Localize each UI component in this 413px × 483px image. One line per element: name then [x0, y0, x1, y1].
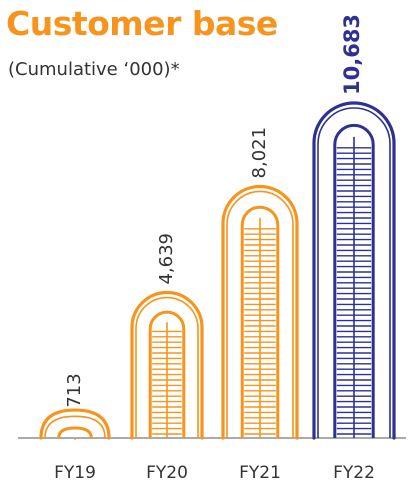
bar-outline-outer [39, 408, 111, 440]
category-label-fy22: FY22 [333, 463, 375, 483]
bar-outline-inner [226, 190, 294, 438]
value-label-fy21: 8,021 [249, 127, 270, 179]
value-label-fy20: 4,639 [156, 233, 177, 285]
bar-fy20 [130, 291, 204, 440]
bar-inner-column [57, 426, 93, 439]
bar-outline-outer [130, 291, 204, 440]
bar-inner-column [148, 310, 186, 438]
value-label-fy19: 713 [64, 373, 85, 407]
bar-fy22 [312, 101, 396, 440]
bar-fy19 [39, 408, 111, 440]
chart-subtitle: (Cumulative ‘000)* [8, 59, 180, 80]
bar-outline-outer [312, 101, 396, 440]
bar-fy21 [221, 184, 299, 440]
bar-outline-inner [317, 107, 391, 438]
bar-inner-column [333, 123, 375, 438]
category-label-fy21: FY21 [239, 463, 281, 483]
chart-title: Customer base [6, 4, 278, 43]
bar-inner-column [240, 205, 280, 438]
bar-outline-outer [221, 184, 299, 440]
value-label-fy22: 10,683 [340, 14, 364, 95]
bar-outline-inner [44, 415, 106, 439]
bar-outline-inner [135, 296, 199, 438]
category-label-fy19: FY19 [54, 463, 96, 483]
category-label-fy20: FY20 [146, 463, 188, 483]
